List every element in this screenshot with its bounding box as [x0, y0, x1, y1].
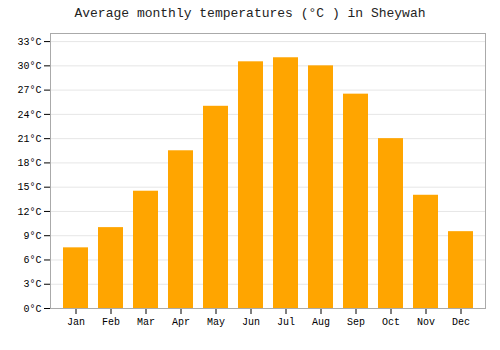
svg-text:Oct: Oct — [382, 317, 400, 328]
svg-text:3°C: 3°C — [23, 279, 41, 290]
svg-text:Dec: Dec — [452, 317, 470, 328]
svg-text:9°C: 9°C — [23, 231, 41, 242]
svg-text:18°C: 18°C — [17, 158, 41, 169]
svg-text:Apr: Apr — [172, 317, 190, 328]
svg-text:12°C: 12°C — [17, 207, 41, 218]
svg-text:Aug: Aug — [312, 317, 330, 328]
svg-text:Mar: Mar — [137, 317, 155, 328]
html-text:Average monthly temperatures (: Average monthly temperatures (°C ) in Sh… — [74, 6, 426, 21]
svg-text:Sep: Sep — [347, 317, 365, 328]
svg-text:Jan: Jan — [67, 317, 85, 328]
svg-text:24°C: 24°C — [17, 110, 41, 121]
svg-text:Nov: Nov — [417, 317, 435, 328]
svg-text:0°C: 0°C — [23, 304, 41, 315]
svg-text:27°C: 27°C — [17, 85, 41, 96]
svg-text:30°C: 30°C — [17, 61, 41, 72]
svg-text:21°C: 21°C — [17, 134, 41, 145]
svg-text:33°C: 33°C — [17, 37, 41, 48]
svg-text:Feb: Feb — [102, 317, 120, 328]
svg-text:6°C: 6°C — [23, 255, 41, 266]
svg-text:15°C: 15°C — [17, 182, 41, 193]
svg-text:May: May — [207, 317, 225, 328]
svg-text:Jun: Jun — [242, 317, 260, 328]
svg-text:Jul: Jul — [277, 317, 295, 328]
